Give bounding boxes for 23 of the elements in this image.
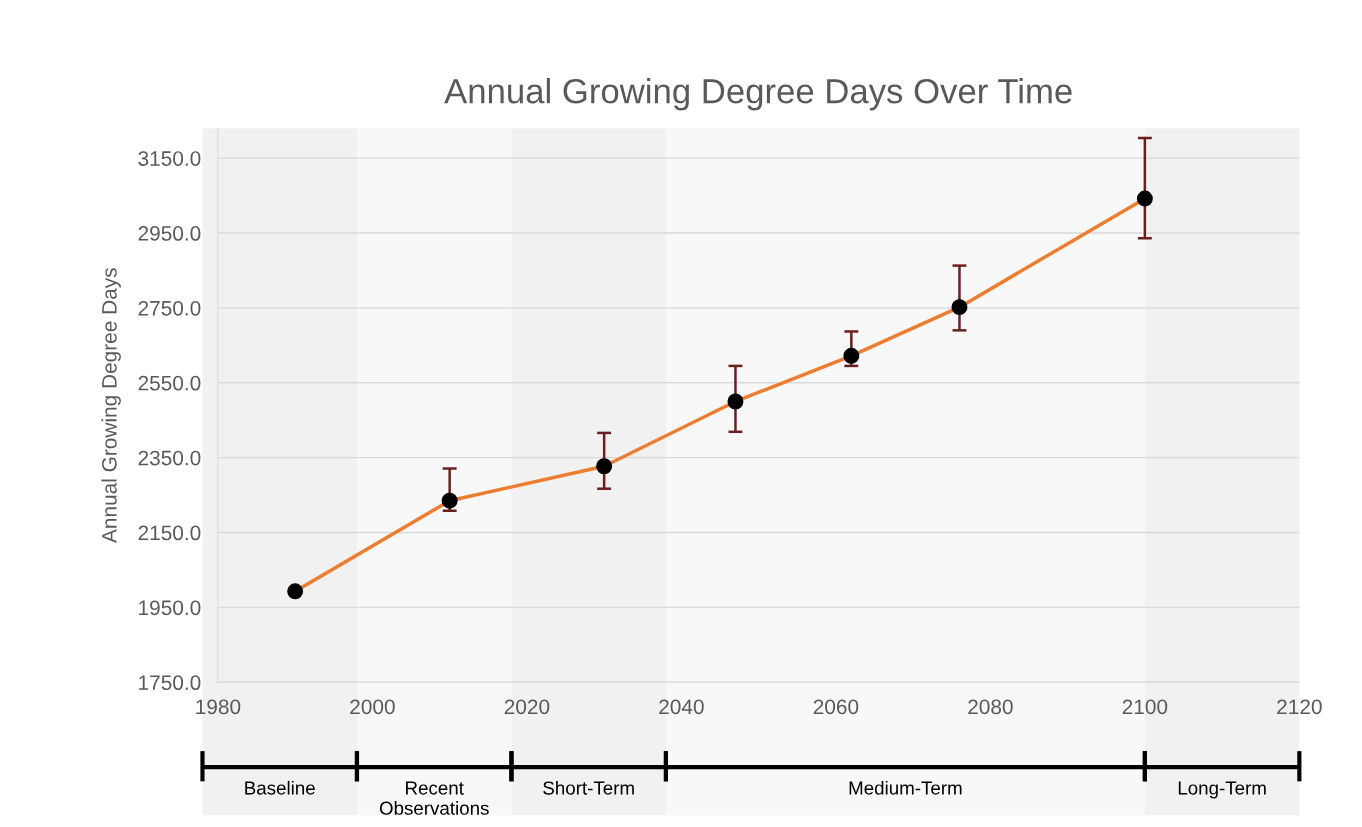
band-label: Short-Term bbox=[543, 780, 634, 795]
x-tick-label: 2060 bbox=[813, 699, 859, 715]
y-tick-label: 2150.0 bbox=[138, 525, 201, 541]
y-tick-label: 2350.0 bbox=[138, 450, 201, 466]
x-tick-label: 2000 bbox=[350, 699, 395, 715]
y-tick-label: 2550.0 bbox=[138, 375, 201, 391]
band-label: Long-Term bbox=[1178, 781, 1266, 799]
band-label: Medium-Term bbox=[849, 780, 962, 795]
band-label: Baseline bbox=[245, 780, 315, 795]
band-label: Recent Observations bbox=[379, 781, 489, 815]
chart-title: Annual Growing Degree Days Over Time bbox=[444, 78, 1072, 111]
y-tick-label: 1950.0 bbox=[139, 600, 201, 616]
x-tick-label: 2120 bbox=[1277, 699, 1322, 715]
x-tick-label: 2080 bbox=[968, 699, 1013, 715]
y-tick-label: 2950.0 bbox=[138, 226, 201, 241]
y-tick-label: 2750.0 bbox=[138, 300, 201, 316]
x-tick-label: 2020 bbox=[504, 699, 550, 715]
x-tick-label: 2100 bbox=[1122, 699, 1168, 715]
y-tick-label: 1750.0 bbox=[139, 675, 201, 691]
x-tick-label: 2040 bbox=[659, 699, 704, 715]
y-tick-label: 3150.0 bbox=[138, 151, 201, 166]
x-tick-label: 1980 bbox=[196, 699, 241, 715]
y-axis-title: Annual Growing Degree Days bbox=[101, 268, 121, 543]
